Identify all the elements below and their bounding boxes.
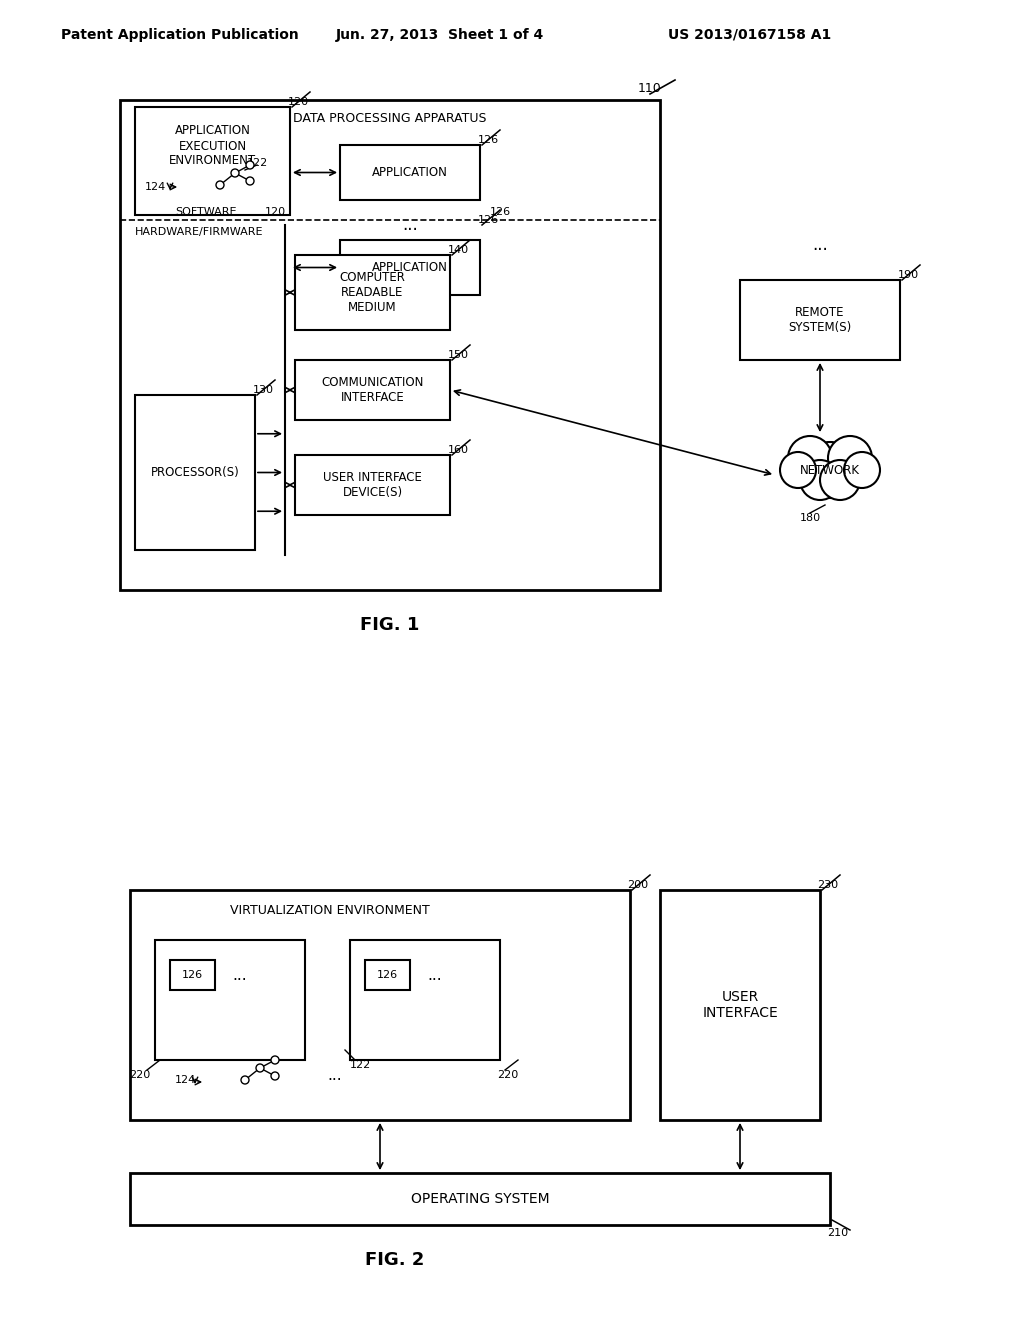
Text: 140: 140 <box>447 246 469 255</box>
Bar <box>170 960 215 990</box>
Text: ...: ... <box>428 968 442 982</box>
Text: SOFTWARE: SOFTWARE <box>175 207 237 216</box>
Text: 126: 126 <box>477 135 499 145</box>
Text: US 2013/0167158 A1: US 2013/0167158 A1 <box>669 28 831 42</box>
Circle shape <box>271 1072 279 1080</box>
Text: 124: 124 <box>144 182 166 191</box>
Circle shape <box>271 1056 279 1064</box>
Text: ...: ... <box>402 216 418 234</box>
Circle shape <box>828 436 872 480</box>
Text: 126: 126 <box>182 970 203 979</box>
Circle shape <box>256 1064 264 1072</box>
Text: VIRTUALIZATION ENVIRONMENT: VIRTUALIZATION ENVIRONMENT <box>230 903 430 916</box>
Text: 122: 122 <box>349 1060 371 1071</box>
Text: COMMUNICATION
INTERFACE: COMMUNICATION INTERFACE <box>322 376 424 404</box>
Circle shape <box>802 442 858 498</box>
Text: 110: 110 <box>638 82 662 95</box>
Text: APPLICATION
EXECUTION
ENVIRONMENT: APPLICATION EXECUTION ENVIRONMENT <box>169 124 256 168</box>
Text: 220: 220 <box>129 1071 151 1080</box>
Text: Jun. 27, 2013  Sheet 1 of 4: Jun. 27, 2013 Sheet 1 of 4 <box>336 28 544 42</box>
Text: 200: 200 <box>628 880 648 890</box>
Bar <box>365 960 410 990</box>
Bar <box>130 1173 830 1225</box>
Text: HARDWARE/FIRMWARE: HARDWARE/FIRMWARE <box>135 227 263 238</box>
Text: 220: 220 <box>498 1071 518 1080</box>
Text: APPLICATION: APPLICATION <box>372 261 447 275</box>
Text: 130: 130 <box>253 385 273 395</box>
Text: 190: 190 <box>897 271 919 280</box>
Text: 126: 126 <box>477 215 499 224</box>
Text: USER INTERFACE
DEVICE(S): USER INTERFACE DEVICE(S) <box>323 471 422 499</box>
Text: FIG. 1: FIG. 1 <box>360 616 420 634</box>
Text: APPLICATION: APPLICATION <box>372 166 447 180</box>
Text: FIG. 2: FIG. 2 <box>366 1251 425 1269</box>
Text: 122: 122 <box>247 158 267 168</box>
Bar <box>130 890 630 1119</box>
Text: REMOTE
SYSTEM(S): REMOTE SYSTEM(S) <box>788 306 852 334</box>
Bar <box>350 940 500 1060</box>
Text: OPERATING SYSTEM: OPERATING SYSTEM <box>411 1192 549 1206</box>
Text: Patent Application Publication: Patent Application Publication <box>61 28 299 42</box>
Text: 230: 230 <box>817 880 839 890</box>
Text: DATA PROCESSING APPARATUS: DATA PROCESSING APPARATUS <box>293 111 486 124</box>
Bar <box>135 395 255 550</box>
Circle shape <box>780 451 816 488</box>
Bar <box>120 100 660 590</box>
Text: 120: 120 <box>288 96 308 107</box>
Circle shape <box>246 177 254 185</box>
Bar <box>295 255 450 330</box>
Text: 126: 126 <box>489 207 511 216</box>
Bar <box>155 940 305 1060</box>
Text: 160: 160 <box>447 445 469 455</box>
Circle shape <box>231 169 239 177</box>
Circle shape <box>788 436 831 480</box>
Circle shape <box>216 181 224 189</box>
Text: 124: 124 <box>174 1074 196 1085</box>
Text: ...: ... <box>328 1068 342 1082</box>
Text: PROCESSOR(S): PROCESSOR(S) <box>151 466 240 479</box>
Bar <box>295 360 450 420</box>
Bar <box>660 890 820 1119</box>
Bar <box>340 240 480 294</box>
Text: NETWORK: NETWORK <box>800 463 860 477</box>
Text: 210: 210 <box>827 1228 849 1238</box>
Circle shape <box>246 161 254 169</box>
Text: COMPUTER
READABLE
MEDIUM: COMPUTER READABLE MEDIUM <box>340 271 406 314</box>
Circle shape <box>844 451 880 488</box>
Circle shape <box>241 1076 249 1084</box>
Text: 180: 180 <box>800 513 820 523</box>
Text: 120: 120 <box>264 207 286 216</box>
Text: USER
INTERFACE: USER INTERFACE <box>702 990 778 1020</box>
Bar <box>135 107 290 215</box>
Text: 126: 126 <box>377 970 398 979</box>
Bar <box>295 455 450 515</box>
Bar <box>740 280 900 360</box>
Text: ...: ... <box>812 236 827 253</box>
Text: 150: 150 <box>447 350 469 360</box>
Circle shape <box>800 459 840 500</box>
Bar <box>340 145 480 201</box>
Text: ...: ... <box>232 968 248 982</box>
Circle shape <box>820 459 860 500</box>
